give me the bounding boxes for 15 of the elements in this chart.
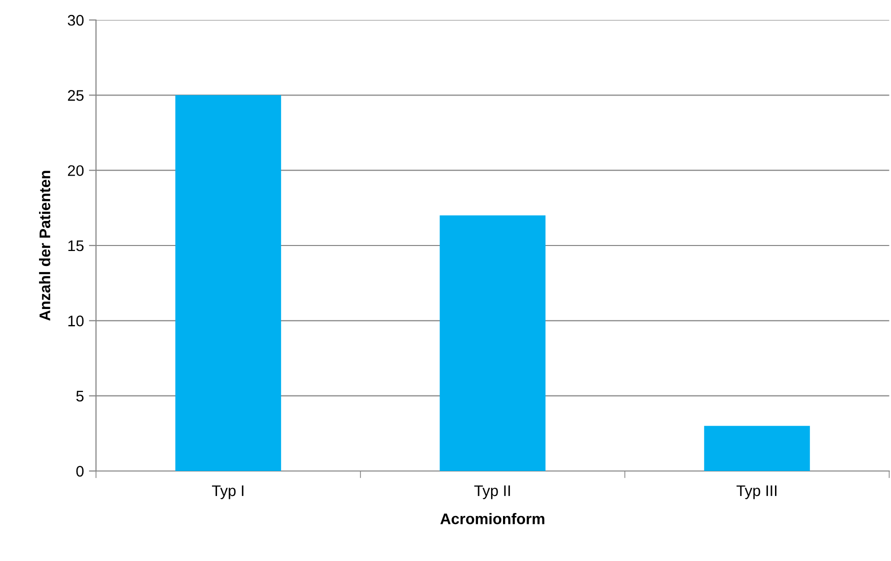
y-tick-label: 15 <box>68 240 84 252</box>
bar <box>175 95 282 471</box>
y-tick-label: 25 <box>68 90 84 101</box>
x-tick-label: Typ I <box>212 485 244 500</box>
x-axis-title: Acromionform <box>440 513 544 524</box>
y-tick-label: 5 <box>76 390 84 402</box>
bar <box>704 426 810 471</box>
bar <box>440 215 546 471</box>
y-axis-title: Anzahl der Patienten <box>39 170 50 321</box>
x-tick-label: Typ III <box>736 485 776 500</box>
y-tick-label: 0 <box>76 466 84 477</box>
y-tick-label: 10 <box>68 316 84 326</box>
x-tick-label: Typ II <box>474 485 510 500</box>
y-tick-label: 30 <box>68 14 84 26</box>
y-tick-label: 20 <box>68 165 84 176</box>
